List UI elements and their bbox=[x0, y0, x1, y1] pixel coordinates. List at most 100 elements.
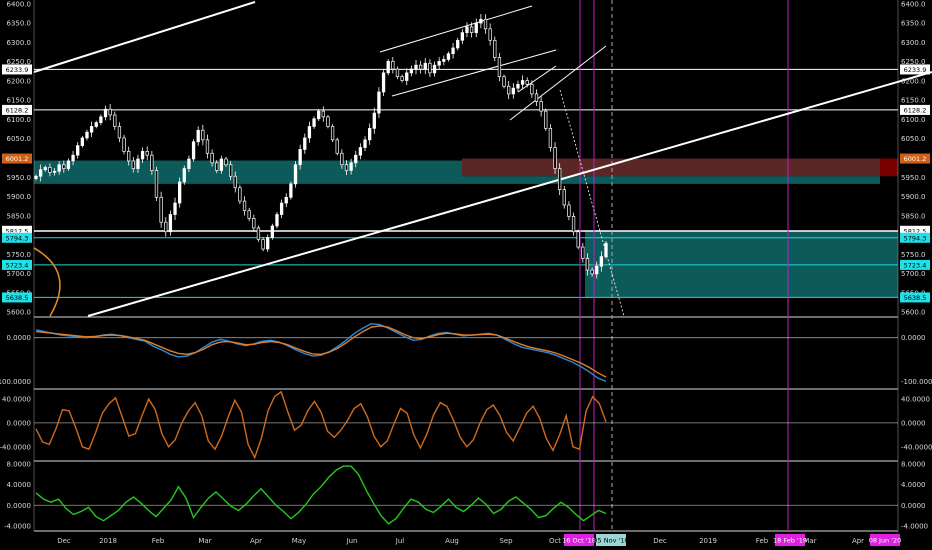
price-tag-box bbox=[2, 153, 32, 164]
projection-dotted bbox=[559, 89, 625, 317]
price-tag-box bbox=[2, 259, 32, 270]
candle-body bbox=[312, 118, 316, 127]
osc3-left-tick: 8.0000 bbox=[7, 461, 32, 469]
price-right-tick: 6200.0 bbox=[901, 77, 926, 85]
flag-channel-b bbox=[517, 65, 557, 93]
candle-body bbox=[520, 80, 525, 85]
candle-body bbox=[340, 152, 344, 166]
candle-body bbox=[238, 187, 242, 202]
flag-channel-a bbox=[509, 45, 607, 121]
candle-body bbox=[581, 246, 585, 259]
candle-body bbox=[76, 145, 80, 156]
trendline-long-rising bbox=[87, 71, 932, 317]
candle-body bbox=[136, 158, 140, 169]
candle-body bbox=[205, 139, 210, 154]
candle-body bbox=[80, 137, 84, 146]
candle-body bbox=[164, 221, 168, 233]
candle-body bbox=[178, 181, 182, 204]
candle-body bbox=[386, 61, 390, 74]
price-right-tick: 5700.0 bbox=[901, 270, 926, 278]
candle-body bbox=[502, 76, 506, 87]
candle-body bbox=[511, 87, 515, 95]
osc3-left-tick: 4.0000 bbox=[7, 481, 32, 489]
candle-body bbox=[483, 18, 488, 30]
osc3-right-tick: 0.0000 bbox=[901, 502, 926, 510]
price-left-tick: 5950.0 bbox=[7, 174, 32, 182]
candle-body bbox=[344, 164, 349, 171]
price-right-tick: 6050.0 bbox=[901, 135, 926, 143]
trendline-top-left bbox=[33, 1, 256, 73]
price-tag-box bbox=[900, 259, 930, 270]
candle-body bbox=[414, 64, 418, 70]
candle-body bbox=[38, 169, 43, 177]
candle-body bbox=[372, 112, 376, 129]
candle-body bbox=[89, 126, 94, 133]
candle-body bbox=[275, 214, 279, 227]
date-tag-box bbox=[870, 534, 900, 546]
candle-body bbox=[395, 68, 400, 78]
candle-body bbox=[391, 61, 395, 70]
price-right-tick: 6150.0 bbox=[901, 97, 926, 105]
candle-body bbox=[270, 225, 274, 238]
candle-body bbox=[242, 200, 247, 212]
candle-body bbox=[409, 68, 414, 74]
candle-body bbox=[113, 114, 117, 127]
date-tag-box bbox=[596, 534, 626, 546]
osc1-line-1 bbox=[35, 325, 607, 378]
candle-body bbox=[279, 202, 284, 215]
candle-body bbox=[544, 110, 548, 129]
candle-body bbox=[349, 162, 353, 171]
price-tag-label: 6233.9 bbox=[6, 66, 29, 74]
price-left-tick: 5900.0 bbox=[7, 193, 32, 201]
candle-body bbox=[317, 110, 321, 120]
candle-body bbox=[437, 61, 441, 66]
x-axis-label: Sep bbox=[499, 537, 513, 545]
candle-body bbox=[595, 265, 599, 275]
candle-body bbox=[516, 83, 520, 89]
price-tag-box bbox=[900, 225, 930, 236]
price-left-tick: 6150.0 bbox=[7, 97, 32, 105]
price-left-tick: 6400.0 bbox=[7, 0, 32, 8]
x-axis-label: Jun bbox=[346, 537, 358, 545]
candle-body bbox=[103, 108, 108, 118]
candle-body bbox=[173, 202, 177, 215]
price-tag-label: 6001.2 bbox=[904, 155, 927, 163]
price-tag-box bbox=[2, 292, 32, 303]
price-left-tick: 5850.0 bbox=[7, 212, 32, 220]
candle-body bbox=[219, 158, 224, 171]
x-axis-label: Apr bbox=[852, 537, 864, 545]
candle-body bbox=[66, 160, 71, 169]
price-tag-label: 5812.5 bbox=[6, 227, 29, 235]
price-left-tick: 6300.0 bbox=[7, 39, 32, 47]
candle-body bbox=[451, 47, 455, 55]
demand-zone-upper-left bbox=[34, 160, 462, 184]
osc3-left-tick: 0.0000 bbox=[7, 502, 32, 510]
candle-body bbox=[562, 189, 566, 206]
candle-body bbox=[363, 139, 367, 148]
osc3-right-tick: 8.0000 bbox=[901, 461, 926, 469]
candle-body bbox=[85, 131, 89, 139]
price-right-tick: 5750.0 bbox=[901, 251, 926, 259]
candle-body bbox=[99, 116, 103, 123]
candle-body bbox=[599, 256, 604, 267]
candle-body bbox=[381, 72, 386, 93]
candle-body bbox=[432, 64, 437, 74]
x-axis-label: Feb bbox=[152, 537, 165, 545]
price-right-tick: 5850.0 bbox=[901, 212, 926, 220]
volume-profile-curve bbox=[33, 247, 61, 317]
candle-body bbox=[62, 164, 66, 169]
candle-body bbox=[530, 83, 534, 95]
price-tag-label: 5723.4 bbox=[6, 261, 29, 269]
candle-body bbox=[140, 150, 145, 160]
candle-body bbox=[266, 237, 270, 250]
candle-body bbox=[233, 175, 237, 189]
candle-body bbox=[488, 28, 492, 41]
zones-layer bbox=[34, 158, 898, 298]
candle-body bbox=[479, 18, 483, 24]
price-tag-label: 6001.2 bbox=[6, 155, 29, 163]
osc2-left-tick: 40.0000 bbox=[2, 395, 31, 403]
osc2-left-tick: -40.0000 bbox=[0, 443, 31, 451]
price-tag-label: 5812.5 bbox=[904, 227, 927, 235]
osc2-right-tick: -40.0000 bbox=[901, 443, 932, 451]
candle-body bbox=[567, 204, 571, 217]
